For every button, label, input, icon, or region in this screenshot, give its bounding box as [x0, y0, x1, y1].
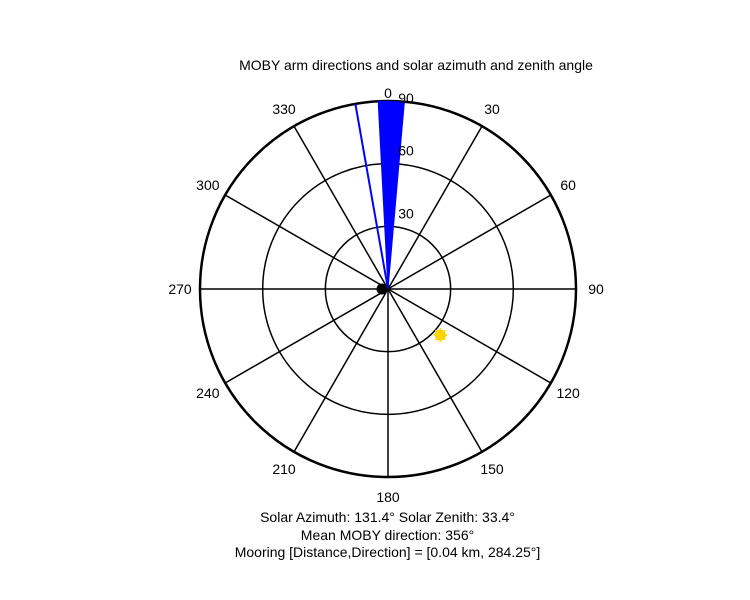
angle-tick-label: 30 [484, 101, 500, 117]
spoke-210 [293, 288, 389, 453]
spoke-240 [224, 288, 389, 384]
angle-tick-label: 270 [168, 281, 192, 297]
angle-tick-label: 150 [480, 461, 504, 477]
caption-solar: Solar Azimuth: 131.4° Solar Zenith: 33.4… [260, 509, 515, 525]
center-marker [376, 283, 388, 295]
sun-ray [442, 329, 446, 333]
angle-tick-label: 330 [272, 101, 296, 117]
radial-tick-label: 90 [398, 90, 414, 106]
angle-tick-label: 240 [196, 385, 220, 401]
sun-ray [434, 337, 439, 341]
spoke-330 [293, 125, 389, 290]
spoke-120 [387, 288, 552, 384]
sun-ray [434, 329, 439, 333]
spoke-300 [224, 194, 389, 290]
angle-tick-label: 180 [376, 489, 400, 505]
spoke-150 [387, 288, 483, 453]
angle-tick-label: 300 [196, 177, 220, 193]
moby-arm-outlier [354, 103, 389, 290]
radial-tick-label: 30 [398, 205, 414, 221]
caption-mooring: Mooring [Distance,Direction] = [0.04 km,… [234, 544, 541, 560]
chart-title: MOBY arm directions and solar azimuth an… [239, 57, 593, 73]
spoke-60 [387, 194, 552, 290]
spoke-30 [387, 125, 483, 290]
angle-tick-label: 90 [588, 281, 604, 297]
radial-tick-label: 60 [398, 143, 414, 159]
angle-tick-label: 0 [384, 85, 392, 101]
angle-tick-label: 210 [272, 461, 296, 477]
caption-mean-direction: Mean MOBY direction: 356° [300, 527, 475, 543]
moby-arm-fan [377, 100, 405, 290]
angle-tick-label: 120 [556, 385, 580, 401]
angle-tick-label: 60 [560, 177, 576, 193]
sun-ray [442, 337, 446, 341]
